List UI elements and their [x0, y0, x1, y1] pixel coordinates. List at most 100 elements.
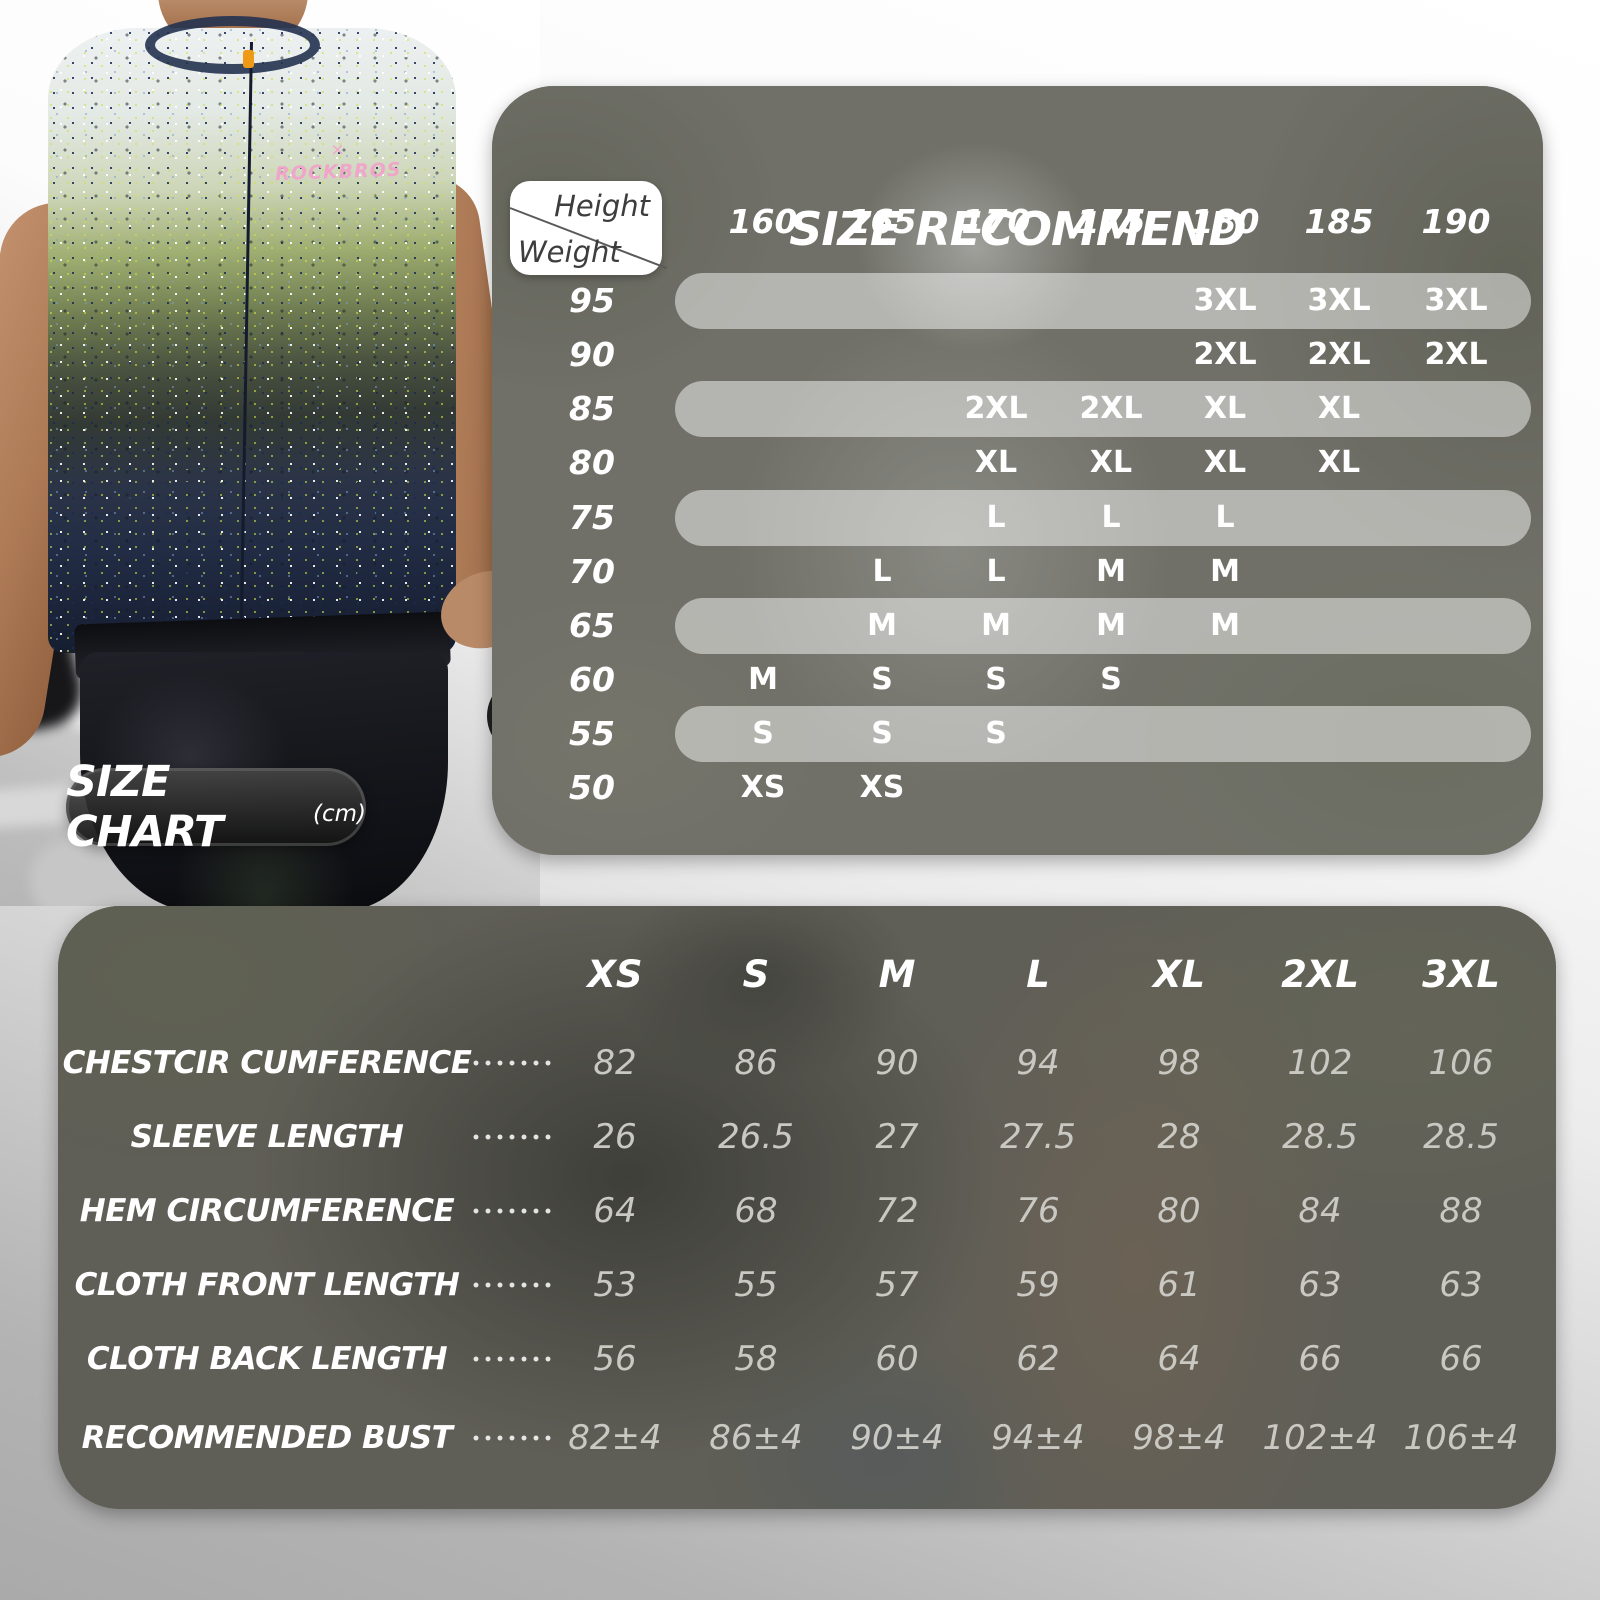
- size-matrix-row: 85 2XL 2XL XL XL: [492, 380, 1543, 438]
- size-cell: 2XL: [1193, 337, 1257, 373]
- size-cell: S: [871, 662, 893, 698]
- weight-value: 70: [569, 551, 615, 591]
- height-weight-legend: Height Weight: [509, 181, 668, 275]
- size-cell: XL: [1089, 445, 1133, 481]
- measurement-value: 102±4: [1262, 1418, 1378, 1458]
- measurement-value: 57: [875, 1265, 919, 1305]
- weight-value: 85: [569, 389, 615, 429]
- jersey-collar: [145, 16, 320, 74]
- height-value: 165: [847, 202, 917, 241]
- measurement-value: 86±4: [709, 1418, 803, 1458]
- measurement-value: 90±4: [850, 1418, 944, 1458]
- size-matrix-row: 55 S S S: [492, 705, 1543, 763]
- size-cell: S: [985, 662, 1007, 698]
- measurement-label: HEM CIRCUMFERENCE: [79, 1193, 455, 1229]
- size-cell: S: [985, 716, 1007, 752]
- size-cell: M: [1210, 553, 1240, 589]
- size-cell: S: [752, 716, 774, 752]
- measurement-value: 63: [1439, 1265, 1483, 1305]
- measurement-value: 53: [593, 1265, 637, 1305]
- measurement-value: 82: [593, 1043, 637, 1083]
- row-band: [675, 706, 1531, 763]
- size-cell: 2XL: [964, 391, 1028, 427]
- size-cell: 3XL: [1193, 283, 1257, 318]
- height-label: Height: [554, 189, 650, 223]
- size-column-header: M: [878, 953, 916, 996]
- height-value: 185: [1304, 202, 1374, 241]
- measurement-value: 64: [1157, 1339, 1201, 1379]
- size-cell: XS: [859, 770, 905, 806]
- size-cell: S: [1100, 662, 1122, 698]
- measurement-value: 28: [1157, 1117, 1201, 1157]
- measurement-value: 82±4: [568, 1418, 662, 1458]
- height-value: 180: [1190, 202, 1260, 241]
- measurement-value: 63: [1298, 1265, 1342, 1305]
- measurement-value: 88: [1439, 1191, 1483, 1231]
- measurement-value: 27.5: [1000, 1117, 1076, 1157]
- height-value: 190: [1421, 202, 1491, 241]
- measurement-value: 62: [1016, 1339, 1060, 1379]
- measurement-value: 106: [1428, 1043, 1494, 1083]
- size-cell: M: [981, 607, 1011, 643]
- row-band: [675, 489, 1531, 546]
- size-cell: L: [986, 499, 1006, 535]
- size-matrix-row: 95 3XL 3XL 3XL: [492, 272, 1543, 330]
- measurement-value: 58: [734, 1339, 778, 1379]
- measurement-value: 26: [593, 1117, 637, 1157]
- size-column-header: 3XL: [1422, 953, 1500, 996]
- measurement-value: 72: [875, 1191, 919, 1231]
- weight-value: 60: [569, 660, 615, 700]
- size-cell: L: [1215, 499, 1235, 535]
- weight-label: Weight: [518, 235, 621, 269]
- measurement-value: 28.5: [1282, 1117, 1358, 1157]
- size-matrix-row: 80 XL XL XL XL: [492, 434, 1543, 492]
- size-cell: 3XL: [1307, 283, 1371, 318]
- measurement-value: 66: [1298, 1339, 1342, 1379]
- size-matrix-row: 60 M S S S: [492, 651, 1543, 709]
- measurement-value: 27: [875, 1117, 919, 1157]
- dotted-leader: [470, 1208, 554, 1214]
- measurement-label: SLEEVE LENGTH: [130, 1119, 404, 1155]
- size-column-header: L: [1026, 953, 1050, 996]
- model-photo: × ROCKBROS: [0, 0, 540, 906]
- size-recommend-title: SIZE RECOMMEND: [789, 202, 1246, 256]
- measurement-value: 86: [734, 1043, 778, 1083]
- dotted-leader: [470, 1060, 554, 1066]
- panel-photo-backdrop: [492, 86, 1543, 855]
- size-cell: M: [1210, 607, 1240, 643]
- measurement-label: CLOTH BACK LENGTH: [86, 1341, 448, 1377]
- weight-value: 55: [569, 714, 615, 754]
- size-matrix-row: 65 M M M M: [492, 597, 1543, 655]
- measurement-value: 59: [1016, 1265, 1060, 1305]
- size-header-row: XS S M L XL 2XL 3XL: [58, 950, 1556, 1000]
- jersey-logo-text: ROCKBROS: [274, 159, 402, 186]
- height-value: 170: [961, 202, 1031, 241]
- size-cell: 3XL: [1424, 283, 1488, 318]
- weight-value: 50: [569, 768, 615, 808]
- size-matrix-row: 75 L L L: [492, 489, 1543, 547]
- model-jersey: [48, 28, 456, 653]
- measurement-value: 106±4: [1403, 1418, 1519, 1458]
- measurement-value: 64: [593, 1191, 637, 1231]
- panel-photo-backdrop: [58, 906, 1556, 1509]
- measurement-row: RECOMMENDED BUST 82±4 86±4 90±4 94±4 98±4 102±…: [58, 1409, 1556, 1467]
- height-header-row: 160 165 170 175 180 185 190: [492, 198, 1543, 246]
- size-cell: XL: [974, 445, 1018, 481]
- dotted-leader: [470, 1356, 554, 1362]
- size-chart-badge: SIZE CHART (cm): [66, 757, 366, 857]
- size-matrix-row: 50 XS XS: [492, 759, 1543, 817]
- size-column-header: XL: [1152, 953, 1206, 996]
- measurement-label: CHESTCIR CUMFERENCE: [62, 1045, 472, 1081]
- measurement-label: CLOTH FRONT LENGTH: [74, 1267, 460, 1303]
- measurement-value: 26.5: [718, 1117, 794, 1157]
- dotted-leader: [470, 1435, 554, 1441]
- weight-value: 65: [569, 605, 615, 645]
- measurement-value: 94: [1016, 1043, 1060, 1083]
- size-column-header: S: [742, 953, 770, 996]
- measurement-value: 80: [1157, 1191, 1201, 1231]
- measurement-value: 55: [734, 1265, 778, 1305]
- size-cell: XS: [740, 770, 786, 806]
- size-matrix-row: 90 2XL 2XL 2XL: [492, 326, 1543, 384]
- measurement-row: CLOTH BACK LENGTH 56 58 60 62 64 66 66: [58, 1330, 1556, 1388]
